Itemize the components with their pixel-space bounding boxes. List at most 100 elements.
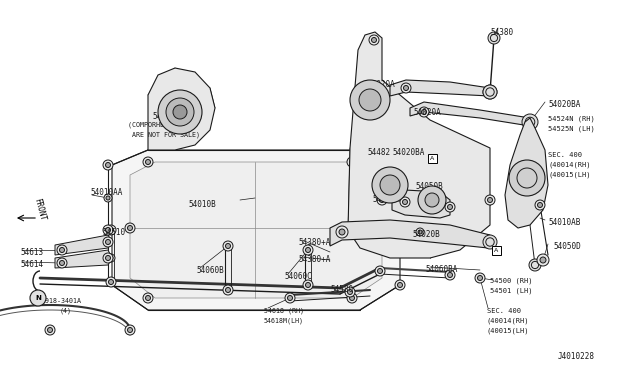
Polygon shape bbox=[55, 235, 112, 255]
Text: 54482: 54482 bbox=[367, 148, 390, 157]
Circle shape bbox=[483, 85, 497, 99]
Circle shape bbox=[103, 225, 113, 235]
Text: 54060C: 54060C bbox=[284, 272, 312, 281]
Circle shape bbox=[522, 114, 538, 130]
Polygon shape bbox=[55, 250, 112, 268]
Circle shape bbox=[60, 247, 65, 253]
Circle shape bbox=[60, 260, 65, 266]
Circle shape bbox=[336, 226, 348, 238]
Circle shape bbox=[483, 85, 497, 99]
Text: 54050B: 54050B bbox=[415, 182, 443, 191]
Circle shape bbox=[372, 167, 408, 203]
Text: A: A bbox=[430, 155, 434, 160]
Circle shape bbox=[447, 205, 452, 209]
Circle shape bbox=[303, 280, 313, 290]
Text: (40014(RH): (40014(RH) bbox=[487, 318, 529, 324]
Circle shape bbox=[369, 35, 379, 45]
Circle shape bbox=[488, 198, 493, 202]
Circle shape bbox=[418, 230, 422, 234]
Text: 54010B: 54010B bbox=[188, 200, 216, 209]
Circle shape bbox=[371, 38, 376, 42]
Circle shape bbox=[143, 293, 153, 303]
Polygon shape bbox=[390, 80, 490, 96]
Circle shape bbox=[403, 86, 408, 90]
Text: 54060B: 54060B bbox=[196, 266, 224, 275]
Circle shape bbox=[380, 198, 385, 202]
Circle shape bbox=[350, 80, 390, 120]
Circle shape bbox=[445, 270, 455, 280]
Circle shape bbox=[349, 295, 355, 301]
Circle shape bbox=[425, 193, 439, 207]
Circle shape bbox=[485, 195, 495, 205]
Text: 54525N (LH): 54525N (LH) bbox=[548, 126, 595, 132]
Text: 54501 (LH): 54501 (LH) bbox=[490, 288, 532, 295]
Circle shape bbox=[349, 160, 355, 164]
Text: 54524N (RH): 54524N (RH) bbox=[548, 116, 595, 122]
Circle shape bbox=[445, 202, 455, 212]
Circle shape bbox=[380, 175, 400, 195]
Polygon shape bbox=[330, 220, 490, 248]
Circle shape bbox=[103, 253, 113, 263]
Circle shape bbox=[537, 254, 549, 266]
Circle shape bbox=[223, 285, 233, 295]
Circle shape bbox=[285, 293, 295, 303]
Text: 54010A: 54010A bbox=[372, 195, 400, 204]
Circle shape bbox=[380, 225, 385, 231]
Circle shape bbox=[377, 195, 387, 205]
Circle shape bbox=[106, 228, 111, 232]
Circle shape bbox=[106, 240, 111, 244]
Circle shape bbox=[57, 258, 67, 268]
Circle shape bbox=[287, 295, 292, 301]
Circle shape bbox=[106, 196, 110, 200]
Text: 54380+A: 54380+A bbox=[298, 238, 330, 247]
Circle shape bbox=[104, 194, 112, 202]
Circle shape bbox=[127, 327, 132, 333]
Circle shape bbox=[477, 276, 483, 280]
Text: SEC. 400: SEC. 400 bbox=[487, 308, 521, 314]
Circle shape bbox=[419, 107, 429, 117]
Text: 08918-3401A: 08918-3401A bbox=[38, 298, 82, 304]
Text: 54010AB: 54010AB bbox=[548, 218, 580, 227]
Circle shape bbox=[109, 279, 113, 285]
Circle shape bbox=[305, 282, 310, 288]
Text: 54020BA: 54020BA bbox=[392, 148, 424, 157]
Circle shape bbox=[109, 228, 113, 232]
Text: SEC. 400: SEC. 400 bbox=[548, 152, 582, 158]
Circle shape bbox=[57, 245, 67, 255]
Polygon shape bbox=[505, 118, 548, 228]
Circle shape bbox=[145, 160, 150, 164]
Circle shape bbox=[303, 245, 313, 255]
Circle shape bbox=[422, 109, 426, 115]
Circle shape bbox=[348, 289, 353, 295]
FancyBboxPatch shape bbox=[492, 246, 500, 254]
Text: 54580: 54580 bbox=[330, 285, 353, 294]
Text: 54400M: 54400M bbox=[152, 112, 180, 121]
Polygon shape bbox=[392, 190, 450, 218]
Circle shape bbox=[47, 327, 52, 333]
Circle shape bbox=[540, 257, 546, 263]
Circle shape bbox=[403, 199, 408, 205]
Circle shape bbox=[418, 186, 446, 214]
Text: 54614: 54614 bbox=[20, 260, 43, 269]
Text: 54060BA: 54060BA bbox=[425, 265, 458, 274]
Text: 54618M(LH): 54618M(LH) bbox=[264, 318, 304, 324]
Polygon shape bbox=[410, 102, 530, 126]
Circle shape bbox=[509, 160, 545, 196]
Circle shape bbox=[106, 277, 116, 287]
Circle shape bbox=[483, 235, 497, 249]
Circle shape bbox=[103, 160, 113, 170]
Circle shape bbox=[359, 89, 381, 111]
Circle shape bbox=[475, 273, 485, 283]
Text: 54510: 54510 bbox=[102, 228, 125, 237]
Circle shape bbox=[158, 90, 202, 134]
Circle shape bbox=[378, 269, 383, 273]
Circle shape bbox=[225, 244, 230, 248]
Circle shape bbox=[347, 293, 357, 303]
Text: FRONT: FRONT bbox=[33, 198, 47, 222]
Circle shape bbox=[173, 105, 187, 119]
Circle shape bbox=[106, 256, 111, 260]
Text: (COMPORНENT PARTS: (COMPORНENT PARTS bbox=[128, 122, 196, 128]
Circle shape bbox=[166, 98, 194, 126]
Circle shape bbox=[416, 228, 424, 236]
Circle shape bbox=[538, 202, 543, 208]
